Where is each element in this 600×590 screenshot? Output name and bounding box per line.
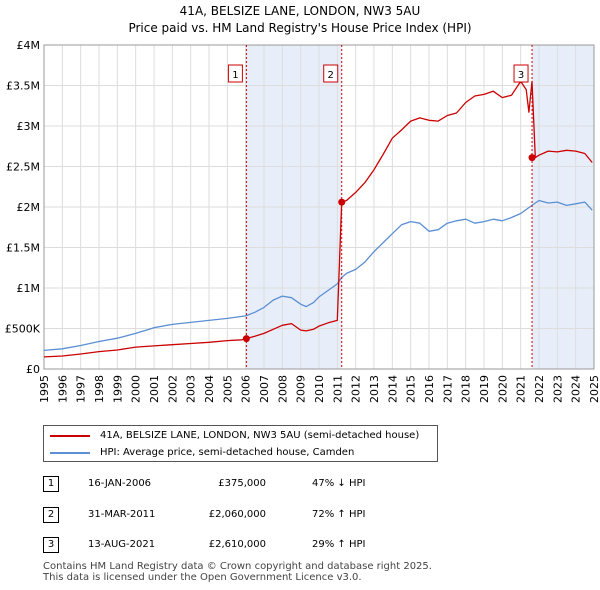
x-tick-label: 2007 bbox=[258, 375, 271, 403]
price-chart: £0 £500K £1M £1.5M £2M £2.5M £3M £3.5M £4M 1995 19… bbox=[5, 39, 600, 403]
transaction-price: £2,060,000 bbox=[208, 509, 266, 520]
transaction-badge: 3 bbox=[43, 537, 59, 553]
sale-marker-box bbox=[227, 64, 243, 83]
transaction-price: £375,000 bbox=[218, 478, 266, 489]
x-tick-label: 2012 bbox=[350, 375, 363, 403]
x-tick-label: 2024 bbox=[570, 375, 583, 403]
transaction-hpi-change: 29% ↑ HPI bbox=[312, 539, 366, 550]
y-tick-label: £1M bbox=[17, 282, 41, 295]
y-tick-label: £0 bbox=[26, 363, 40, 376]
x-tick-label: 2001 bbox=[148, 375, 161, 403]
legend-label-property: 41A, BELSIZE LANE, LONDON, NW3 5AU (semi… bbox=[100, 430, 420, 441]
x-tick-label: 2017 bbox=[441, 375, 454, 403]
footer-copyright: Contains HM Land Registry data © Crown c… bbox=[43, 561, 432, 572]
transaction-date: 13-AUG-2021 bbox=[88, 539, 156, 550]
x-tick-label: 2003 bbox=[185, 375, 198, 403]
x-tick-label: 2022 bbox=[533, 375, 546, 403]
x-tick-label: 2025 bbox=[588, 375, 600, 403]
transaction-date: 16-JAN-2006 bbox=[88, 478, 152, 489]
transaction-hpi-change: 72% ↑ HPI bbox=[312, 509, 366, 520]
sale-marker-box bbox=[323, 64, 339, 83]
footer-licence: This data is licensed under the Open Gov… bbox=[43, 572, 362, 583]
x-tick-label: 2016 bbox=[423, 375, 436, 403]
legend: 41A, BELSIZE LANE, LONDON, NW3 5AU (semi… bbox=[43, 425, 438, 462]
y-tick-label: £2M bbox=[17, 201, 41, 214]
x-tick-label: 2010 bbox=[313, 375, 326, 403]
chart-title: 41A, BELSIZE LANE, LONDON, NW3 5AU bbox=[179, 4, 421, 18]
transaction-date: 31-MAR-2011 bbox=[88, 509, 156, 520]
transaction-hpi-change: 47% ↓ HPI bbox=[312, 478, 366, 489]
transaction-row: 3 13-AUG-2021 £2,610,000 29% ↑ HPI bbox=[0, 537, 600, 555]
transaction-badge: 1 bbox=[43, 476, 59, 492]
x-tick-label: 1998 bbox=[93, 375, 106, 403]
x-tick-label: 2011 bbox=[331, 375, 344, 403]
sale-marker-label: 1 bbox=[232, 70, 238, 81]
x-tick-label: 1997 bbox=[75, 375, 88, 403]
x-tick-label: 2000 bbox=[130, 375, 143, 403]
x-tick-label: 1995 bbox=[38, 375, 51, 403]
y-tick-label: £3M bbox=[17, 120, 41, 133]
transaction-price: £2,610,000 bbox=[208, 539, 266, 550]
x-tick-label: 2002 bbox=[166, 375, 179, 403]
y-tick-label: £2.5M bbox=[6, 161, 40, 174]
x-tick-label: 2006 bbox=[240, 375, 253, 403]
sale-point bbox=[338, 198, 346, 206]
x-tick-label: 2008 bbox=[276, 375, 289, 403]
legend-swatch-property bbox=[50, 435, 90, 437]
x-tick-label: 2023 bbox=[551, 375, 564, 403]
transaction-row: 2 31-MAR-2011 £2,060,000 72% ↑ HPI bbox=[0, 507, 600, 525]
plot-frame bbox=[43, 44, 595, 370]
sale-point bbox=[528, 154, 536, 162]
chart-subtitle: Price paid vs. HM Land Registry's House … bbox=[128, 21, 472, 35]
sale-marker-box bbox=[513, 64, 529, 83]
y-tick-label: £3.5M bbox=[6, 80, 40, 93]
legend-label-hpi: HPI: Average price, semi-detached house,… bbox=[100, 447, 355, 458]
y-tick-label: £1.5M bbox=[6, 242, 40, 255]
sale-marker-label: 3 bbox=[518, 70, 524, 81]
hpi-line bbox=[43, 199, 593, 352]
legend-swatch-hpi bbox=[50, 452, 90, 454]
transaction-row: 1 16-JAN-2006 £375,000 47% ↓ HPI bbox=[0, 476, 600, 494]
x-tick-label: 2021 bbox=[515, 375, 528, 403]
x-tick-label: 2015 bbox=[405, 375, 418, 403]
x-tick-label: 2009 bbox=[295, 375, 308, 403]
y-tick-label: £4M bbox=[17, 39, 41, 52]
transaction-badge: 2 bbox=[43, 507, 59, 523]
x-tick-label: 1996 bbox=[56, 375, 69, 403]
x-tick-label: 2019 bbox=[478, 375, 491, 403]
x-tick-label: 2014 bbox=[386, 375, 399, 403]
x-tick-label: 2018 bbox=[460, 375, 473, 403]
x-tick-label: 2013 bbox=[368, 375, 381, 403]
x-tick-label: 2005 bbox=[221, 375, 234, 403]
sale-point bbox=[242, 335, 250, 343]
x-tick-label: 2020 bbox=[496, 375, 509, 403]
property-price-line bbox=[43, 80, 593, 358]
x-tick-label: 1999 bbox=[111, 375, 124, 403]
sale-marker-label: 2 bbox=[328, 70, 334, 81]
y-tick-label: £500K bbox=[5, 323, 41, 336]
x-tick-label: 2004 bbox=[203, 375, 216, 403]
